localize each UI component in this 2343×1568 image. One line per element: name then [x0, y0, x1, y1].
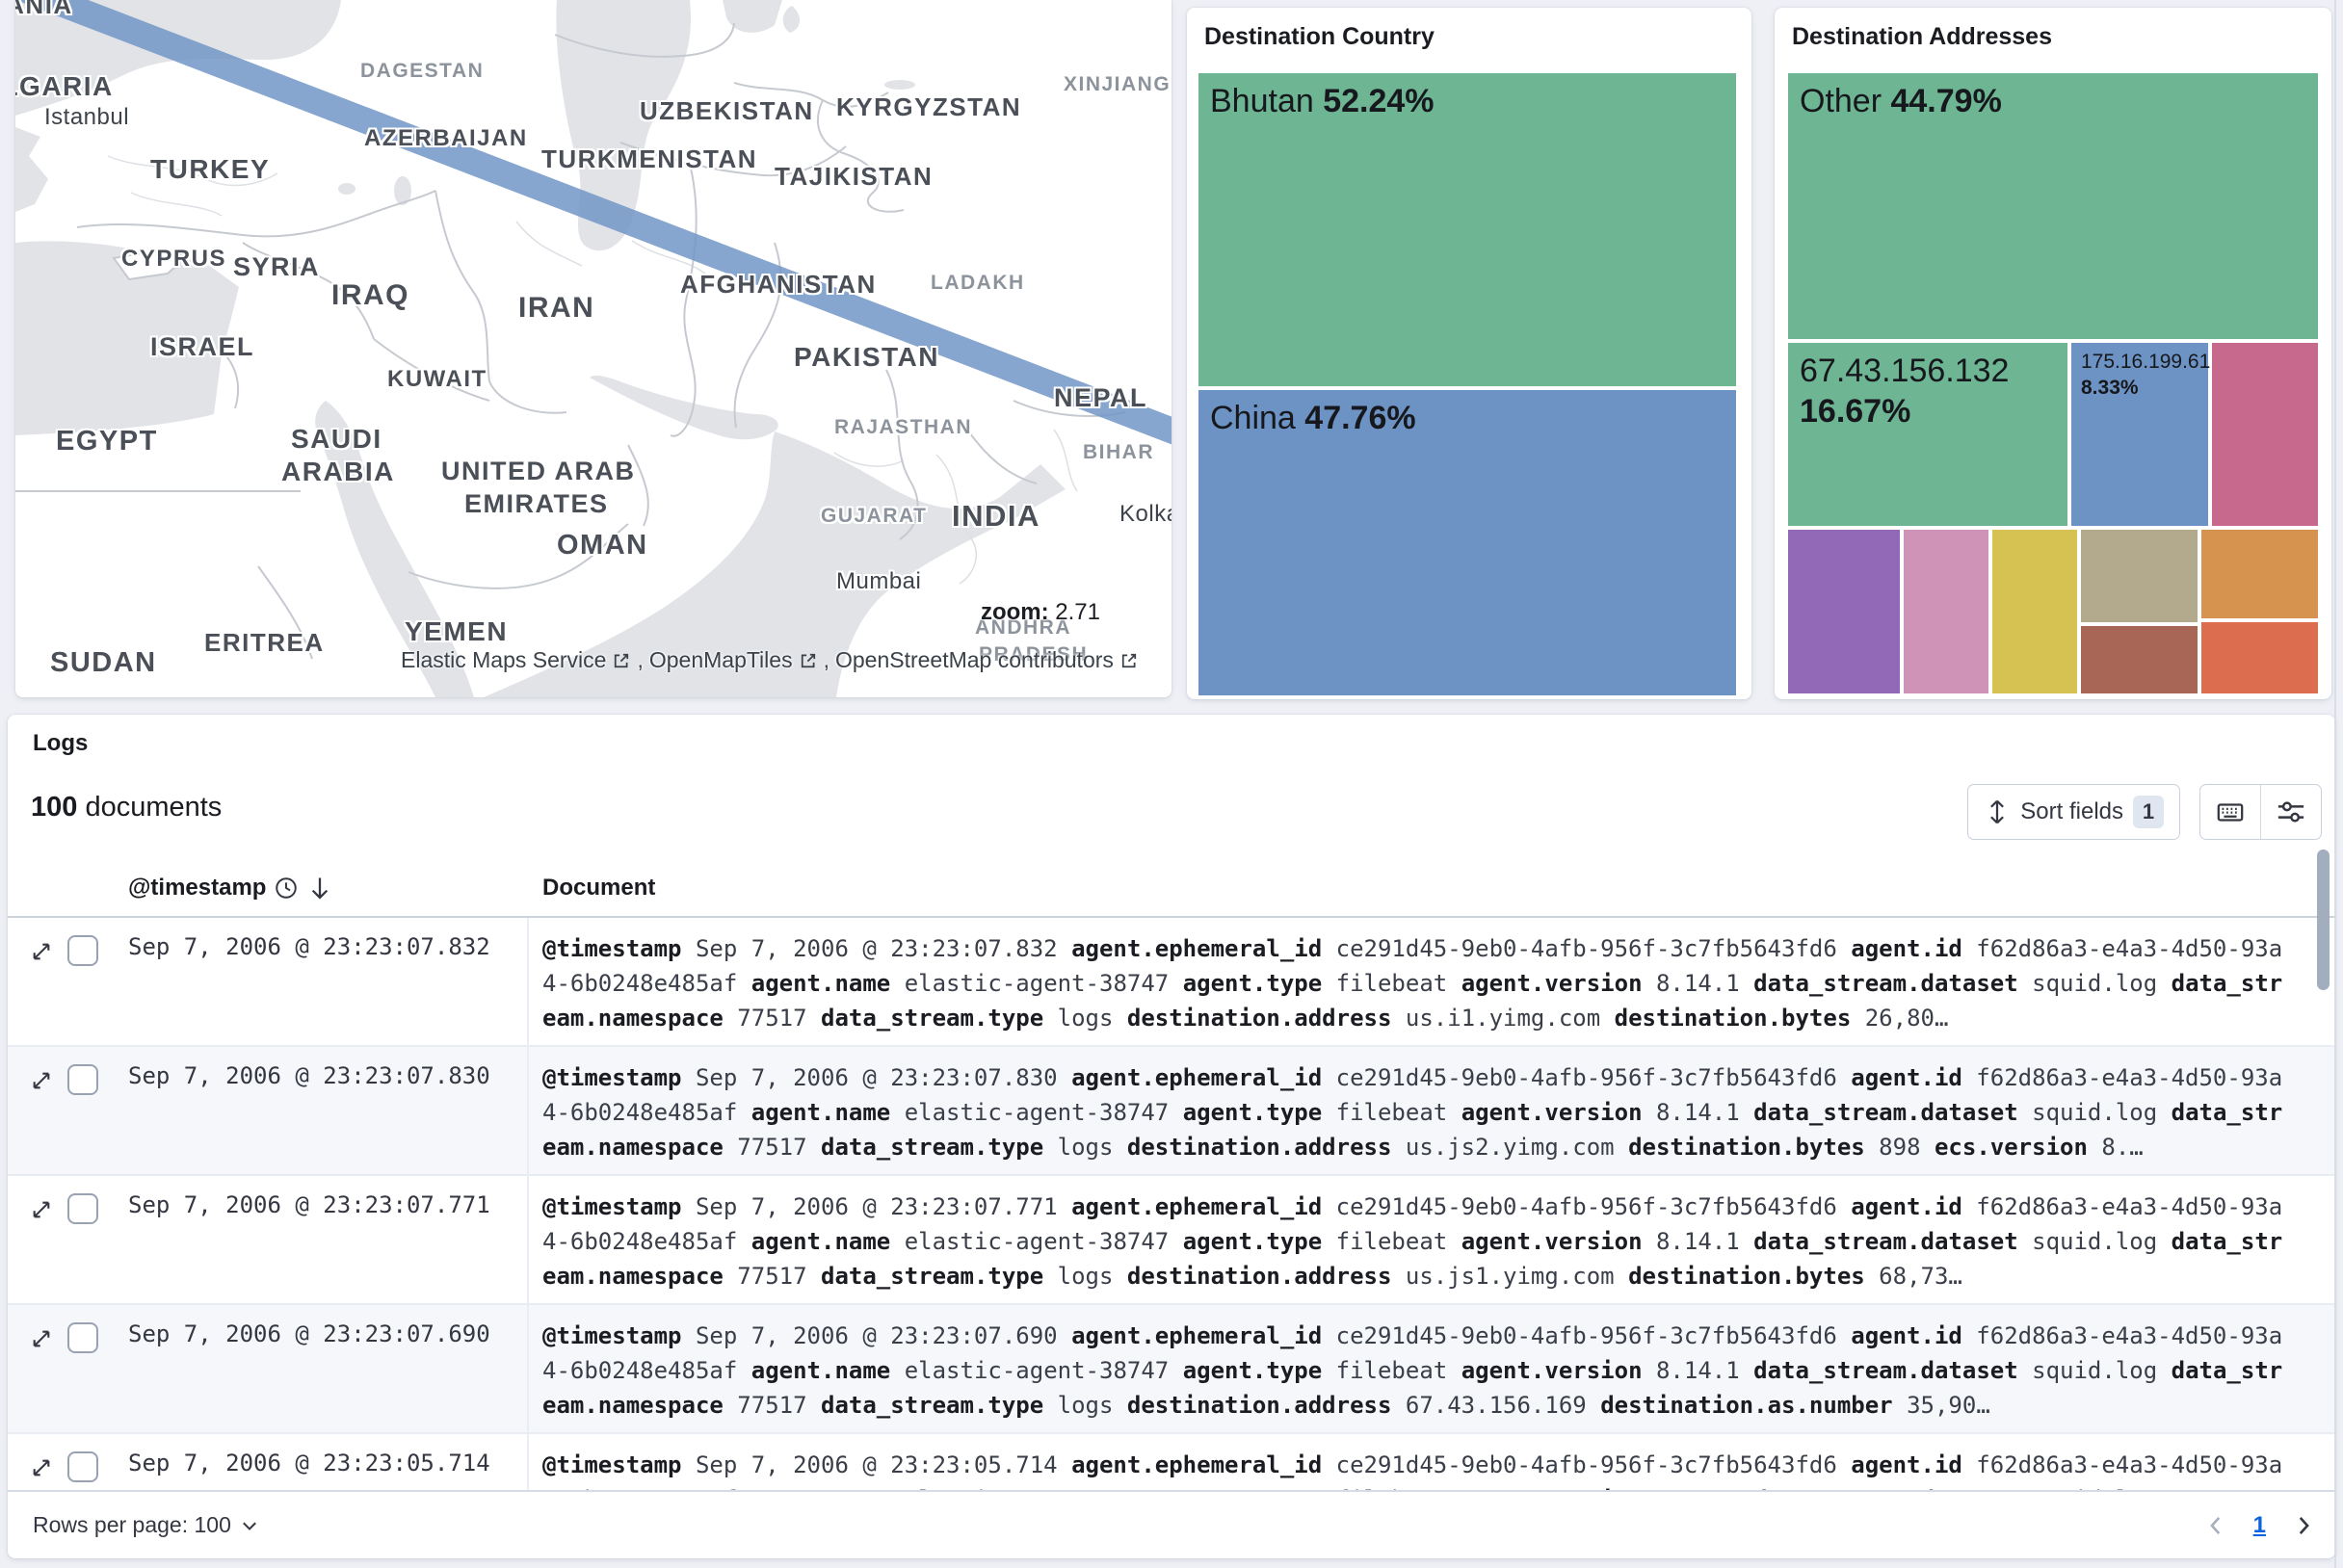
grid-header: @timestamp Document [8, 861, 2335, 918]
treemap-cell-label: Other 44.79% [1800, 83, 2002, 119]
select-document-checkbox[interactable] [67, 1451, 98, 1482]
select-document-checkbox[interactable] [67, 1193, 98, 1224]
timestamp-column-header[interactable]: @timestamp [128, 875, 333, 902]
sliders-icon [2277, 801, 2304, 823]
attribution-separator: , [823, 647, 829, 672]
timestamp-cell: Sep 7, 2006 @ 23:23:05.714 [128, 1450, 490, 1477]
expand-document-icon[interactable] [29, 939, 54, 969]
log-row[interactable]: Sep 7, 2006 @ 23:23:07.690 @timestamp Sep… [8, 1305, 2335, 1434]
clock-icon [276, 877, 298, 899]
zoom-label: zoom: [980, 599, 1049, 625]
grid-options-button-group [2199, 784, 2322, 840]
logs-panel: Logs 100 documents Sort fields 1 @timest… [8, 715, 2335, 1558]
attribution-separator: , [637, 647, 644, 672]
timestamp-cell: Sep 7, 2006 @ 23:23:07.771 [128, 1191, 490, 1218]
treemap-cell-unlabeled-6[interactable] [1992, 530, 2077, 693]
chevron-down-icon [242, 1522, 256, 1530]
attribution-osm-link[interactable]: OpenStreetMap contributors [834, 647, 1114, 672]
expand-document-icon[interactable] [29, 1455, 54, 1485]
destination-country-panel: Destination Country Bhutan 52.24% China 4… [1187, 8, 1751, 699]
expand-document-icon[interactable] [29, 1326, 54, 1356]
external-link-icon [1121, 653, 1137, 667]
document-cell: @timestamp Sep 7, 2006 @ 23:23:07.690 ag… [527, 1305, 2284, 1432]
select-document-checkbox[interactable] [67, 1322, 98, 1353]
panel-title: Destination Addresses [1792, 23, 2052, 50]
log-row[interactable]: Sep 7, 2006 @ 23:23:07.771 @timestamp Sep… [8, 1176, 2335, 1305]
select-document-checkbox[interactable] [67, 935, 98, 966]
document-count-suffix: documents [85, 792, 223, 823]
treemap-cell-china[interactable]: China 47.76% [1198, 390, 1736, 695]
treemap-cell-bhutan[interactable]: Bhutan 52.24% [1198, 73, 1736, 386]
external-link-icon [615, 653, 629, 667]
attribution-elastic-maps-link[interactable]: Elastic Maps Service [401, 647, 607, 672]
timestamp-header-label: @timestamp [128, 875, 267, 901]
document-cell: @timestamp Sep 7, 2006 @ 23:23:05.714 ag… [527, 1434, 2284, 1490]
treemap-cell-label: 67.43.156.132 16.67% [1800, 353, 2010, 430]
sort-icon [1990, 799, 2005, 824]
rows-per-page-label: Rows per page: 100 [33, 1512, 231, 1537]
map-zoom-indicator: zoom: 2.71 [981, 599, 1100, 626]
sort-desc-arrow-icon[interactable] [306, 875, 333, 902]
log-row[interactable]: Sep 7, 2006 @ 23:23:07.830 @timestamp Sep… [8, 1047, 2335, 1176]
treemap-cell-other[interactable]: Other 44.79% [1788, 73, 2318, 339]
treemap-cell-unlabeled-10[interactable] [2201, 622, 2318, 693]
treemap-cell-unlabeled-4[interactable] [1788, 530, 1900, 693]
treemap-cell-67.43.156.132[interactable]: 67.43.156.132 16.67% [1788, 343, 2067, 526]
destination-country-treemap: Bhutan 52.24% China 47.76% [1198, 73, 1736, 695]
document-column-header[interactable]: Document [542, 875, 656, 901]
expand-document-icon[interactable] [29, 1068, 54, 1098]
admin-borders [107, 155, 1078, 585]
logs-panel-title: Logs [33, 730, 89, 756]
destination-addresses-treemap: Other 44.79% 67.43.156.132 16.67% 175.16.1… [1788, 73, 2318, 693]
document-cell: @timestamp Sep 7, 2006 @ 23:23:07.832 ag… [527, 918, 2284, 1045]
treemap-cell-label: China 47.76% [1210, 400, 1416, 436]
treemap-cell-175.16.199.61[interactable]: 175.16.199.61 8.33% [2071, 343, 2211, 526]
external-link-icon [801, 653, 815, 667]
vertical-scrollbar-thumb[interactable] [2317, 849, 2330, 990]
pagination: 1 [2203, 1512, 2316, 1539]
document-count: 100 documents [31, 792, 222, 823]
timestamp-cell: Sep 7, 2006 @ 23:23:07.832 [128, 933, 490, 960]
previous-page-icon[interactable] [2203, 1513, 2228, 1538]
document-count-number: 100 [31, 792, 78, 823]
treemap-cell-unlabeled-9[interactable] [2201, 530, 2318, 618]
treemap-cell-unlabeled-5[interactable] [1904, 530, 1988, 693]
sort-count-badge: 1 [2133, 796, 2164, 828]
map-canvas [15, 0, 1172, 697]
treemap-cell-unlabeled-8[interactable] [2081, 626, 2198, 693]
expand-document-icon[interactable] [29, 1197, 54, 1227]
log-row[interactable]: Sep 7, 2006 @ 23:23:05.714 @timestamp Sep… [8, 1434, 2335, 1490]
country-borders [15, 22, 1126, 660]
display-options-button[interactable] [2260, 785, 2321, 839]
route-line [15, 0, 1172, 445]
map-panel[interactable]: ROMANIABULGARIAIstanbulTURKEYDAGESTANAZE… [15, 0, 1172, 697]
treemap-cell-label: 175.16.199.61 8.33% [2081, 351, 2211, 399]
keyboard-shortcuts-button[interactable] [2200, 785, 2260, 839]
treemap-cell-unlabeled-3[interactable] [2212, 343, 2318, 526]
timestamp-cell: Sep 7, 2006 @ 23:23:07.830 [128, 1062, 490, 1089]
keyboard-icon [2217, 803, 2244, 822]
grid-footer: Rows per page: 100 1 [8, 1490, 2335, 1558]
sort-fields-button[interactable]: Sort fields 1 [1967, 784, 2180, 840]
document-cell: @timestamp Sep 7, 2006 @ 23:23:07.771 ag… [527, 1176, 2284, 1303]
log-row[interactable]: Sep 7, 2006 @ 23:23:07.832 @timestamp Sep… [8, 918, 2335, 1047]
timestamp-cell: Sep 7, 2006 @ 23:23:07.690 [128, 1320, 490, 1347]
page-number-1[interactable]: 1 [2252, 1511, 2266, 1538]
select-document-checkbox[interactable] [67, 1064, 98, 1095]
attribution-openmaptiles-link[interactable]: OpenMapTiles [648, 647, 793, 672]
rows-per-page-button[interactable]: Rows per page: 100 [33, 1512, 260, 1538]
treemap-cell-unlabeled-7[interactable] [2081, 530, 2198, 622]
treemap-cell-label: Bhutan 52.24% [1210, 83, 1435, 119]
log-rows: Sep 7, 2006 @ 23:23:07.832 @timestamp Sep… [8, 918, 2335, 1490]
panel-title: Destination Country [1204, 23, 1435, 50]
next-page-icon[interactable] [2291, 1513, 2316, 1538]
document-cell: @timestamp Sep 7, 2006 @ 23:23:07.830 ag… [527, 1047, 2284, 1174]
page-scrollbar-track [2334, 0, 2336, 1568]
map-attribution: Elastic Maps Service , OpenMapTiles , Op… [401, 647, 1139, 673]
sort-fields-label: Sort fields [2020, 798, 2123, 824]
destination-addresses-panel: Destination Addresses Other 44.79% 67.43.… [1775, 8, 2331, 699]
zoom-value: 2.71 [1055, 599, 1100, 625]
